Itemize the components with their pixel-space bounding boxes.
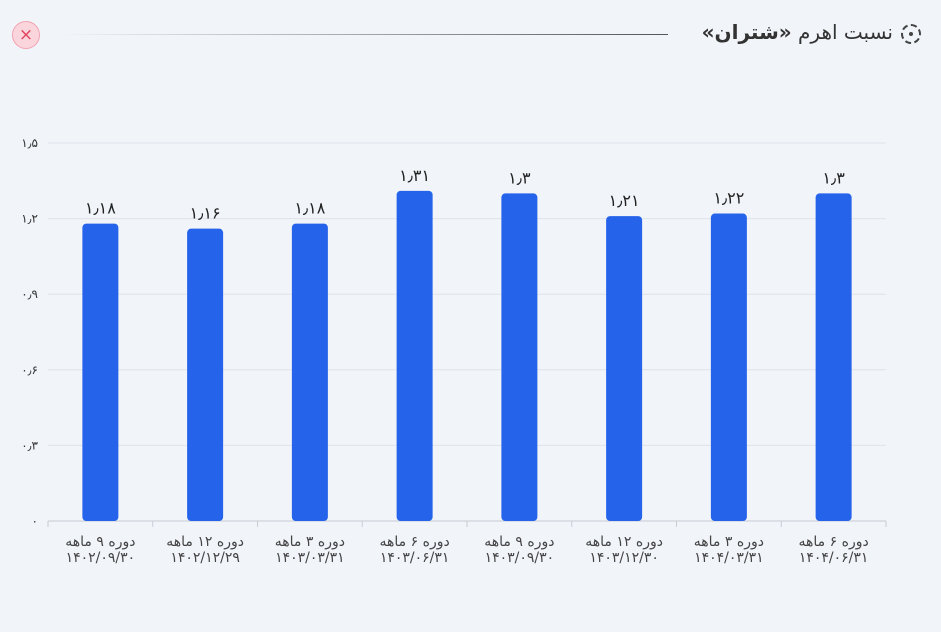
data-label: ۱٫۱۸ bbox=[294, 199, 325, 218]
x-tick-date: ۱۴۰۲/۰۹/۳۰ bbox=[66, 550, 136, 566]
x-tick-label: دوره ۹ ماهه bbox=[484, 534, 554, 550]
data-label: ۱٫۳ bbox=[508, 168, 531, 187]
x-tick-date: ۱۴۰۲/۱۲/۲۹ bbox=[170, 550, 240, 566]
title-divider bbox=[60, 34, 668, 35]
data-label: ۱٫۱۶ bbox=[190, 204, 221, 223]
title-company: «شتران» bbox=[701, 20, 792, 44]
data-label: ۱٫۱۸ bbox=[85, 199, 116, 218]
target-icon bbox=[901, 24, 921, 44]
bar bbox=[396, 190, 433, 521]
x-tick-label: دوره ۶ ماهه bbox=[380, 534, 450, 550]
y-tick-label: ۰ bbox=[32, 514, 38, 528]
x-tick-date: ۱۴۰۳/۱۲/۳۰ bbox=[589, 550, 659, 566]
x-tick-date: ۱۴۰۳/۰۹/۳۰ bbox=[485, 550, 555, 566]
x-tick-label: دوره ۱۲ ماهه bbox=[166, 534, 244, 550]
bar bbox=[291, 223, 328, 521]
bar bbox=[606, 216, 643, 521]
bar bbox=[710, 213, 747, 521]
data-label: ۱٫۲۱ bbox=[609, 191, 640, 210]
x-tick-date: ۱۴۰۴/۰۳/۳۱ bbox=[694, 550, 764, 566]
data-label: ۱٫۲۲ bbox=[713, 189, 744, 208]
bar bbox=[82, 223, 119, 521]
y-tick-label: ۰٫۳ bbox=[21, 438, 38, 452]
x-tick-date: ۱۴۰۳/۰۳/۳۱ bbox=[275, 550, 345, 566]
x-tick-label: دوره ۳ ماهه bbox=[275, 534, 345, 550]
y-tick-label: ۱٫۲ bbox=[21, 212, 38, 226]
x-tick-label: دوره ۶ ماهه bbox=[799, 534, 869, 550]
bar bbox=[815, 193, 852, 521]
x-tick-date: ۱۴۰۴/۰۶/۳۱ bbox=[799, 550, 869, 566]
bar bbox=[501, 193, 538, 521]
title-text: نسبت اهرم bbox=[798, 20, 893, 44]
x-tick-label: دوره ۱۲ ماهه bbox=[585, 534, 663, 550]
x-tick-label: دوره ۳ ماهه bbox=[694, 534, 764, 550]
data-label: ۱٫۳ bbox=[822, 168, 845, 187]
close-button[interactable]: × bbox=[12, 21, 40, 49]
chart-title: نسبت اهرم «شتران» bbox=[702, 20, 893, 44]
bar bbox=[187, 228, 224, 521]
y-tick-label: ۰٫۹ bbox=[21, 287, 38, 301]
x-tick-label: دوره ۹ ماهه bbox=[65, 534, 135, 550]
y-tick-label: ۰٫۶ bbox=[21, 363, 38, 377]
y-tick-label: ۱٫۵ bbox=[21, 136, 38, 150]
data-label: ۱٫۳۱ bbox=[399, 166, 430, 185]
x-tick-date: ۱۴۰۳/۰۶/۳۱ bbox=[380, 550, 450, 566]
